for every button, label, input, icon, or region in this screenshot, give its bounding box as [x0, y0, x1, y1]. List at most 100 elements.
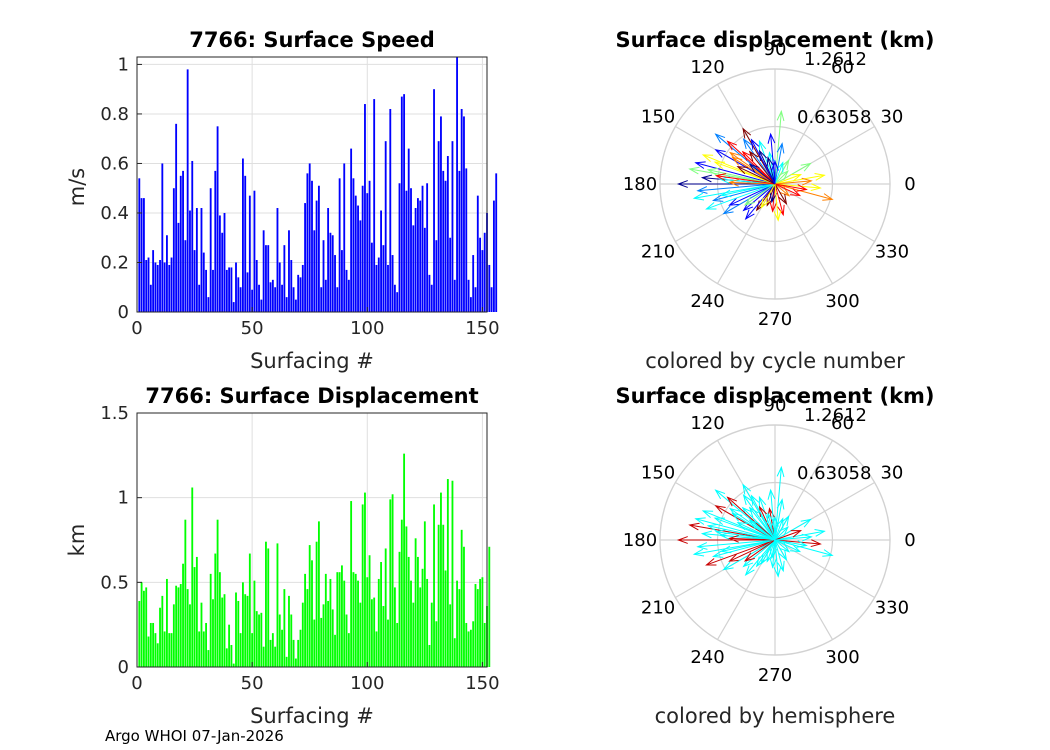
speed-bar: [389, 108, 392, 313]
polar-hemisphere-arrow-head: [789, 544, 802, 553]
speed-bar: [221, 232, 224, 312]
speed-bar: [322, 240, 325, 312]
speed-bar: [354, 195, 357, 312]
speed-bar: [458, 170, 461, 312]
speed-bar: [244, 175, 247, 312]
speed-bar: [465, 168, 468, 312]
displacement-bar: [202, 631, 205, 667]
polar-cycle-angle-label: 270: [758, 309, 792, 330]
polar-hemisphere-angle-label: 150: [641, 463, 675, 484]
displacement-bar: [179, 584, 182, 667]
polar-hemisphere-arrow-head: [775, 517, 784, 529]
polar-cycle-angle-label: 300: [825, 291, 859, 312]
speed-x-tick-label: 0: [131, 318, 142, 339]
displacement-bar: [460, 529, 463, 667]
displacement-bar: [228, 624, 231, 667]
displacement-bar: [451, 480, 454, 667]
polar-hemisphere-displacement-arrow: [749, 507, 776, 541]
displacement-bar: [442, 524, 445, 667]
speed-bar: [320, 287, 323, 312]
speed-bar: [159, 260, 161, 312]
polar-hemisphere-arrow-head: [801, 533, 813, 542]
speed-chart-title: 7766: Surface Speed: [189, 28, 435, 52]
polar-hemisphere-arrow-head: [769, 548, 778, 560]
displacement-bar: [221, 597, 224, 667]
displacement-bar: [168, 633, 171, 667]
polar-cycle-displacement-arrow: [695, 162, 776, 185]
polar-cycle-arrow-head: [731, 156, 743, 166]
polar-hemisphere-displacement-arrow: [774, 539, 801, 553]
polar-hemisphere-arrow-head: [810, 539, 822, 548]
polar-hemisphere-arrow-head: [728, 553, 740, 562]
speed-bar: [449, 237, 452, 312]
speed-bar: [200, 208, 203, 312]
speed-bar: [377, 257, 380, 312]
speed-bar: [258, 284, 260, 312]
displacement-bar: [336, 572, 339, 667]
polar-hemisphere-arrow-head: [758, 505, 768, 517]
displacement-x-tick-label: 0: [131, 673, 142, 694]
polar-cycle-arrow-head: [767, 132, 776, 144]
displacement-bar: [205, 622, 207, 667]
speed-bar: [182, 170, 184, 312]
polar-cycle-displacement-arrow: [774, 143, 783, 185]
speed-bar: [492, 200, 495, 312]
polar-hemisphere-ring-label-outer: 1.2612: [804, 405, 867, 426]
speed-bar: [451, 141, 454, 312]
polar-hemisphere-angle-label: 300: [825, 647, 859, 668]
speed-bar: [281, 284, 283, 312]
polar-hemisphere-arrow-head: [822, 549, 834, 557]
speed-bar: [276, 208, 279, 312]
polar-hemisphere-arrow-head: [736, 522, 748, 531]
speed-x-axis-label: Surfacing #: [250, 349, 374, 373]
displacement-bar: [138, 600, 141, 667]
polar-cycle-arrow-head: [742, 137, 753, 149]
polar-hemisphere-displacement-arrow: [721, 539, 776, 552]
displacement-bar: [320, 617, 323, 667]
displacement-bar: [267, 548, 270, 667]
speed-bar: [175, 123, 178, 312]
polar-cycle-arrow-head: [701, 154, 714, 163]
speed-bar: [460, 108, 463, 313]
speed-bar: [145, 260, 148, 312]
displacement-bar: [163, 631, 166, 667]
displacement-bar: [207, 650, 210, 667]
polar-cycle-displacement-arrow: [774, 183, 784, 215]
speed-axes-box: [136, 56, 488, 313]
displacement-bar: [237, 600, 240, 667]
speed-bar: [405, 190, 408, 312]
polar-cycle-arrow-head: [748, 150, 759, 162]
displacement-bar: [377, 578, 380, 667]
displacement-bar: [463, 546, 465, 667]
polar-hemisphere-arrow-head: [771, 515, 779, 527]
polar-cycle-angle-label: 150: [641, 107, 675, 128]
displacement-bar: [281, 629, 283, 667]
polar-cycle-displacement-arrow: [702, 154, 776, 185]
polar-cycle-arrow-head: [705, 202, 717, 210]
displacement-bar: [161, 595, 164, 667]
displacement-bar: [361, 504, 364, 667]
speed-bar: [387, 264, 389, 312]
polar-cycle-displacement-arrow: [749, 151, 776, 185]
displacement-bar: [324, 573, 327, 667]
displacement-bar: [373, 597, 376, 667]
polar-hemisphere-displacement-arrow: [771, 539, 776, 559]
polar-cycle-arrow-head: [773, 210, 782, 222]
speed-bar: [456, 57, 458, 312]
polar-hemisphere-displacement-arrow: [751, 495, 776, 541]
polar-hemisphere-angle-label: 60: [831, 413, 854, 434]
displacement-bar: [364, 492, 366, 667]
polar-cycle-arrow-head: [778, 193, 788, 206]
polar-hemisphere-arrow-head: [748, 506, 759, 518]
polar-hemisphere-arrow-head: [714, 529, 727, 537]
speed-bar: [317, 185, 320, 312]
speed-bar: [212, 269, 214, 312]
speed-bar: [216, 126, 219, 312]
polar-hemisphere-arrow-head: [694, 517, 706, 525]
displacement-bar: [433, 504, 435, 667]
polar-cycle-displacement-arrow: [770, 133, 776, 185]
polar-cycle-displacement-arrow: [767, 157, 776, 185]
displacement-bar: [248, 553, 251, 667]
polar-hemisphere-arrow-head: [744, 565, 755, 577]
speed-bar: [189, 210, 191, 312]
